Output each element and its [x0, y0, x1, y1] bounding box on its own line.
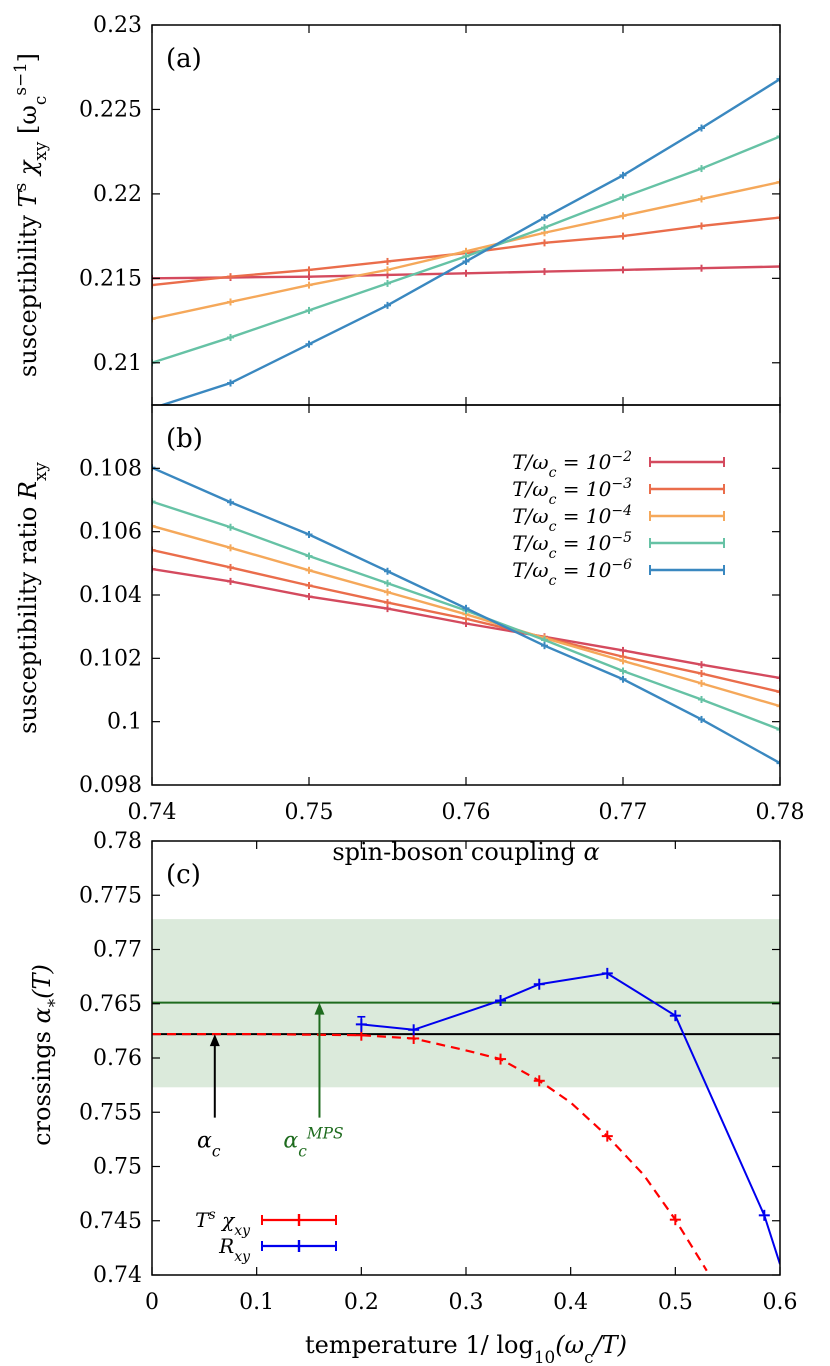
legend-label: Ts χxy [195, 1207, 251, 1239]
x-tick-label: 0 [145, 1290, 159, 1315]
y-tick-label: 0.77 [93, 938, 142, 963]
y-tick-label: 0.21 [93, 351, 142, 376]
panel-label: (a) [166, 44, 202, 74]
y-tick-label: 0.225 [79, 97, 142, 122]
y-tick-label: 0.104 [79, 583, 142, 608]
y-tick-label: 0.78 [93, 829, 142, 854]
series-line-red-fit [152, 1033, 708, 1272]
y-tick-label: 0.75 [93, 1155, 142, 1180]
alpha-c-annotation: αc [197, 1129, 221, 1161]
x-tick-label: 0.77 [599, 800, 648, 825]
legend-b: T/ωc = 10−2T/ωc = 10−3T/ωc = 10−4T/ωc = … [512, 449, 725, 589]
x-tick-label: 0.3 [449, 1290, 484, 1315]
x-tick-label: 0.1 [239, 1290, 274, 1315]
y-tick-label: 0.108 [79, 456, 142, 481]
x-tick-label: 0.75 [285, 800, 334, 825]
legend-label: T/ωc = 10−2 [512, 449, 632, 481]
panel-c: αc αcMPS 0.74 0.745 0.75 0.755 0.76 0.765 0.77 0.… [79, 829, 797, 1315]
y-axis-label-a: susceptibility Ts χxy [ωcs−1] [10, 53, 50, 377]
legend-label: Rxy [218, 1234, 251, 1265]
y-tick-label: 0.102 [79, 646, 142, 671]
x-tick-label: 0.2 [344, 1290, 379, 1315]
x-axis-label-c: temperature 1/ log10(ωc/T) [305, 1331, 627, 1366]
x-tick-label: 0.74 [128, 800, 177, 825]
legend-label: T/ωc = 10−6 [512, 557, 632, 589]
y-tick-label: 0.74 [93, 1263, 142, 1288]
legend-label: T/ωc = 10−3 [512, 476, 632, 508]
x-tick-label: 0.5 [658, 1290, 693, 1315]
y-tick-label: 0.745 [79, 1209, 142, 1234]
y-tick-label: 0.76 [93, 1046, 142, 1071]
alpha-c-mps-annotation: αcMPS [283, 1125, 343, 1161]
panel-b: 0.098 0.1 0.102 0.104 0.106 0.108 (b) [79, 404, 781, 798]
series-line-4 [158, 78, 780, 405]
panel-label: (c) [166, 860, 201, 890]
y-tick-label: 0.106 [79, 520, 142, 545]
arrow-head [209, 1034, 220, 1047]
y-tick-label: 0.1 [107, 710, 142, 735]
y-tick-label: 0.215 [79, 266, 142, 291]
panel-label: (b) [166, 424, 203, 454]
plot-frame [151, 24, 781, 406]
y-tick-label: 0.755 [79, 1100, 142, 1125]
y-axis-label-b: susceptibility ratio Rxy [14, 462, 50, 734]
y-tick-label: 0.23 [93, 13, 142, 38]
x-tick-label: 0.78 [756, 800, 805, 825]
series-group [152, 464, 780, 767]
arrow-head [314, 1002, 325, 1015]
legend-label: T/ωc = 10−4 [512, 503, 632, 535]
x-tick-label: 0.76 [442, 800, 491, 825]
plot-area [152, 919, 780, 1272]
legend-label: T/ωc = 10−5 [512, 530, 632, 562]
x-axis-label-b: spin-boson coupling α [332, 838, 599, 866]
y-tick-label: 0.22 [93, 182, 142, 207]
y-tick-label: 0.098 [79, 773, 142, 798]
x-tick-label: 0.4 [553, 1290, 588, 1315]
y-axis-label-c: crossings α*(T) [28, 964, 64, 1146]
x-tick-label: 0.6 [763, 1290, 798, 1315]
series-group [152, 75, 780, 405]
panel-a: 0.21 0.215 0.22 0.225 0.23 (a) [79, 13, 781, 406]
y-tick-label: 0.765 [79, 992, 142, 1017]
series-line-blue [361, 972, 780, 1265]
y-tick-label: 0.775 [79, 883, 142, 908]
